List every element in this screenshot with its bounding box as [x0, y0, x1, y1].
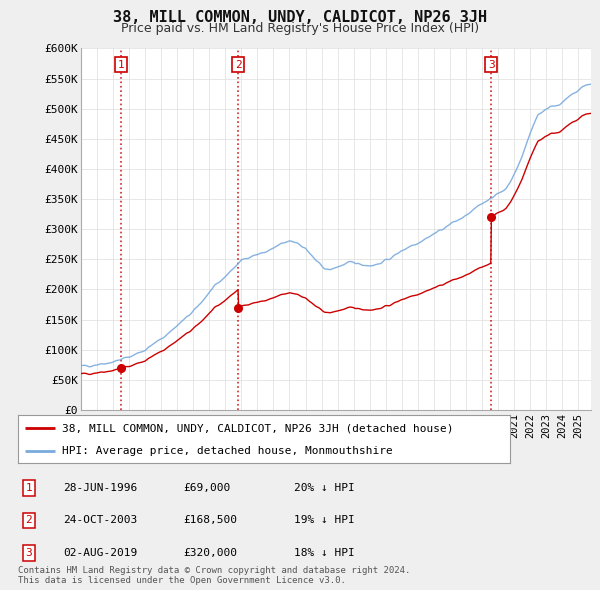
- Text: 3: 3: [488, 60, 494, 70]
- Text: 1: 1: [118, 60, 124, 70]
- Text: 19% ↓ HPI: 19% ↓ HPI: [294, 516, 355, 525]
- Text: 28-JUN-1996: 28-JUN-1996: [63, 483, 137, 493]
- Text: 18% ↓ HPI: 18% ↓ HPI: [294, 548, 355, 558]
- Text: 2: 2: [235, 60, 242, 70]
- Text: 38, MILL COMMON, UNDY, CALDICOT, NP26 3JH: 38, MILL COMMON, UNDY, CALDICOT, NP26 3J…: [113, 10, 487, 25]
- Text: £69,000: £69,000: [183, 483, 230, 493]
- Text: 3: 3: [25, 548, 32, 558]
- Text: Price paid vs. HM Land Registry's House Price Index (HPI): Price paid vs. HM Land Registry's House …: [121, 22, 479, 35]
- Text: 24-OCT-2003: 24-OCT-2003: [63, 516, 137, 525]
- Text: 02-AUG-2019: 02-AUG-2019: [63, 548, 137, 558]
- Text: £168,500: £168,500: [183, 516, 237, 525]
- Text: HPI: Average price, detached house, Monmouthshire: HPI: Average price, detached house, Monm…: [62, 446, 393, 456]
- Text: 2: 2: [25, 516, 32, 525]
- Text: £320,000: £320,000: [183, 548, 237, 558]
- Text: 20% ↓ HPI: 20% ↓ HPI: [294, 483, 355, 493]
- Text: 1: 1: [25, 483, 32, 493]
- Text: 38, MILL COMMON, UNDY, CALDICOT, NP26 3JH (detached house): 38, MILL COMMON, UNDY, CALDICOT, NP26 3J…: [62, 423, 454, 433]
- Text: Contains HM Land Registry data © Crown copyright and database right 2024.
This d: Contains HM Land Registry data © Crown c…: [18, 566, 410, 585]
